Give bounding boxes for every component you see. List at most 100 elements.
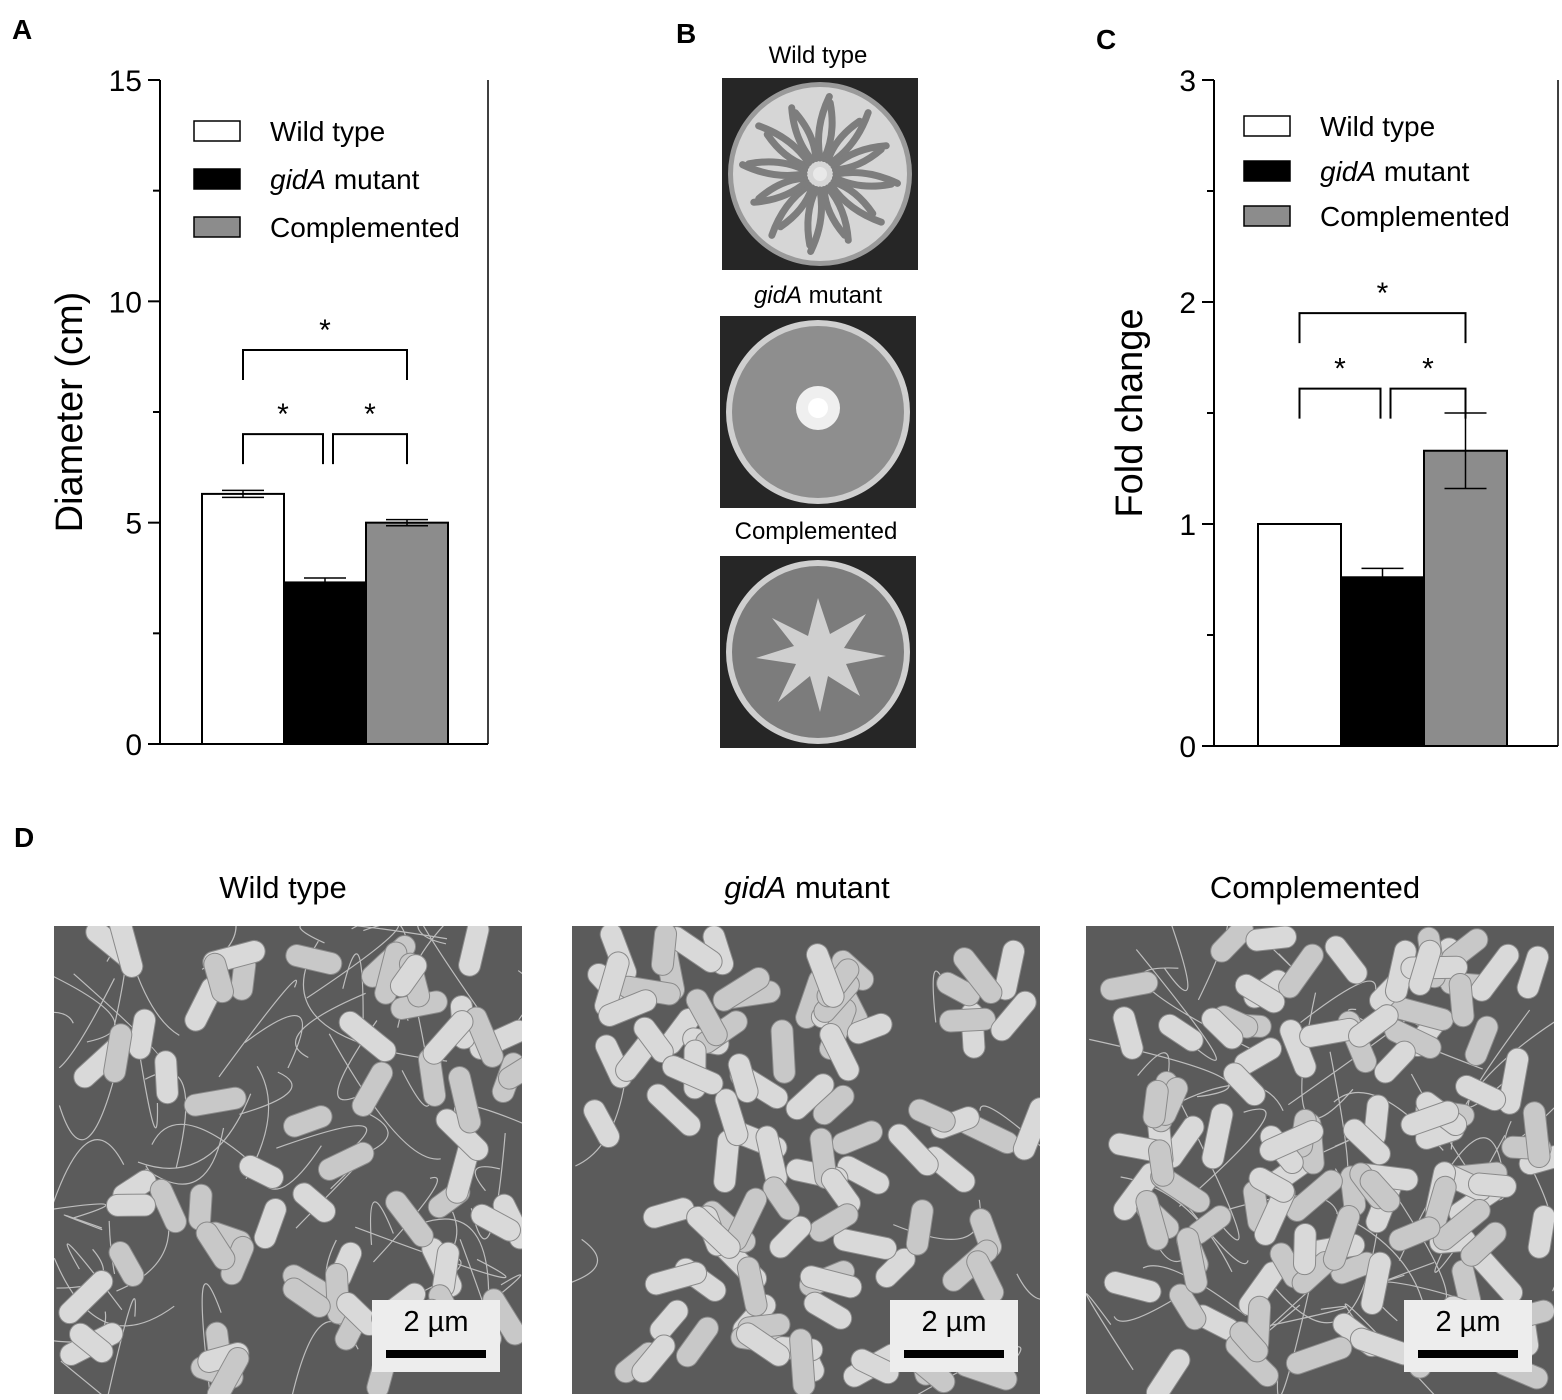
fibre (58, 1062, 119, 1141)
fibre (239, 1071, 293, 1115)
fibre (63, 1214, 103, 1231)
bacterium (1432, 1198, 1491, 1251)
bacterium (103, 1023, 133, 1084)
dendrite-branch (804, 185, 820, 249)
bacterium (253, 1198, 287, 1250)
bacterium (1259, 1120, 1324, 1162)
bacterium (422, 1010, 474, 1065)
fibre (1552, 1286, 1554, 1292)
bacterium (285, 944, 343, 975)
fibre (1329, 1051, 1349, 1181)
legend-entry-2: Complemented (1320, 201, 1510, 232)
significance-star: * (277, 398, 289, 431)
plate-title-wild-type: Wild type (768, 42, 868, 69)
sem-image-wild-type: 2 µm (54, 926, 522, 1394)
bacterium (994, 939, 1026, 1001)
fibre (470, 1133, 506, 1240)
bacterium (105, 1193, 156, 1217)
sem-title-gida-mutant: gidA mutant (724, 870, 890, 905)
sem-texture (572, 926, 1040, 1394)
bacterium (58, 1269, 114, 1325)
bacterium (583, 1099, 621, 1149)
legend-entry-0: Wild type (270, 116, 385, 147)
fibre (145, 1127, 225, 1185)
panel-label-d: D (14, 822, 35, 853)
fibre (1276, 1275, 1314, 1394)
legend-swatch-1 (193, 168, 241, 190)
dendrite-branch (755, 122, 813, 167)
dendrite-branch (831, 174, 895, 190)
significance-star: * (364, 398, 376, 431)
bacterium (1359, 1169, 1401, 1213)
bacterium (203, 952, 234, 1004)
y-tick-label: 10 (109, 286, 142, 319)
panel-label-b: B (676, 18, 697, 49)
fibre (306, 926, 400, 999)
bacterium (1201, 1007, 1244, 1050)
significance-bracket (242, 433, 324, 465)
legend-swatch-0 (1243, 115, 1291, 137)
fibre (54, 1011, 74, 1024)
bacterium (1112, 1006, 1144, 1060)
bacterium (195, 1221, 236, 1271)
panel-label-c: C (1096, 24, 1117, 55)
bacterium (1201, 1103, 1234, 1170)
bacterium (735, 1322, 791, 1367)
bacterium (952, 947, 1003, 1004)
bacterium (831, 1120, 883, 1155)
bar-1 (1340, 576, 1425, 748)
bacterium (1373, 1040, 1416, 1084)
plate-image-colony (726, 320, 910, 504)
fibre (1300, 980, 1377, 1024)
fibre (218, 979, 298, 1078)
y-tick-label: 3 (1179, 65, 1196, 98)
bacterium (1322, 1204, 1361, 1271)
bacterium (1176, 1227, 1208, 1294)
dendrite-branch (824, 117, 864, 164)
bacterium (803, 1291, 853, 1330)
bacterium (1293, 1222, 1317, 1276)
bacterium (808, 1203, 859, 1243)
plate-wild-type (722, 78, 918, 270)
plate-title-complemented: Complemented (734, 518, 898, 545)
fibre (1163, 926, 1189, 991)
bacterium (836, 1155, 890, 1195)
bacterium (1147, 1139, 1175, 1187)
y-tick-label: 5 (125, 508, 142, 541)
dendrite-branch (763, 130, 810, 170)
legend-entry-0: Wild type (1320, 111, 1435, 142)
bacterium (712, 967, 771, 1012)
fibre (1176, 1094, 1240, 1241)
bacterium (1516, 945, 1550, 1000)
bacterium (990, 990, 1037, 1042)
significance-bracket (332, 433, 408, 465)
bacterium (1467, 1172, 1517, 1198)
fibre (1135, 949, 1217, 1061)
significance-star: * (1377, 277, 1389, 310)
fibre (517, 970, 522, 974)
chart-a-diameter: 0 5 10 15 Diameter (cm) * * * Wild type gidA muta… (49, 65, 489, 762)
plate-gida-mutant (720, 316, 916, 508)
bacterium (770, 1019, 796, 1084)
legend-swatch-1 (1243, 160, 1291, 182)
bacterium (1012, 1097, 1040, 1161)
significance-bracket (1298, 312, 1467, 344)
dendrite-branch (768, 181, 813, 239)
bacterium (819, 1023, 860, 1082)
bacterium (470, 1203, 522, 1242)
y-tick-label: 1 (1179, 509, 1196, 542)
bacterium (936, 971, 981, 1007)
bacterium (282, 1277, 331, 1318)
dendrite-branch (820, 185, 849, 239)
bacterium (292, 1182, 336, 1223)
bacterium (238, 1154, 284, 1189)
fibre (372, 1176, 439, 1263)
bacterium (385, 1190, 434, 1248)
bacterium (108, 926, 144, 978)
fibre (328, 1033, 441, 1160)
bacterium (1285, 1336, 1353, 1375)
bacterium (769, 1215, 812, 1259)
bacterium (283, 1105, 333, 1138)
fibre (1181, 1084, 1284, 1111)
bacterium (789, 1328, 816, 1394)
